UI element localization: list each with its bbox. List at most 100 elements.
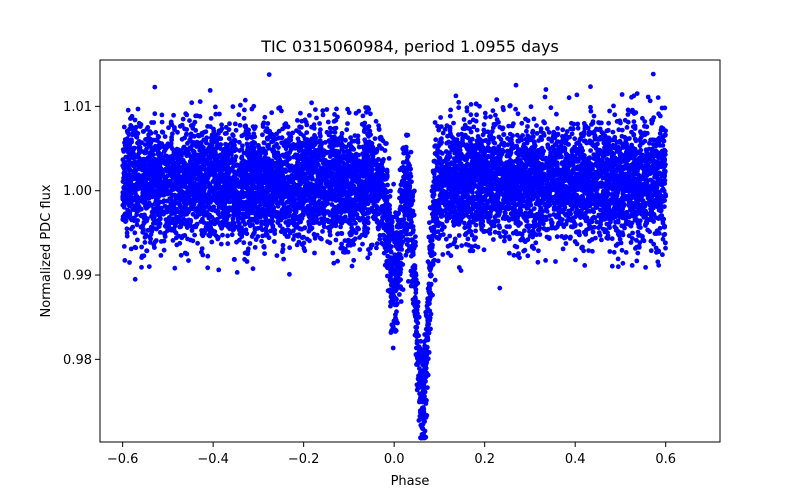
- data-point: [541, 221, 546, 227]
- data-point: [159, 119, 165, 125]
- data-point: [594, 219, 600, 225]
- data-point: [192, 232, 198, 238]
- data-point: [459, 243, 465, 249]
- data-point: [352, 133, 358, 139]
- data-point: [560, 127, 566, 133]
- data-point: [267, 205, 273, 210]
- data-point: [474, 127, 480, 133]
- data-point: [606, 120, 611, 126]
- data-point: [260, 124, 266, 129]
- data-point: [187, 118, 192, 123]
- data-point: [130, 224, 136, 230]
- data-point: [317, 121, 322, 126]
- data-point: [241, 240, 247, 246]
- data-point: [249, 234, 255, 239]
- data-point: [663, 245, 668, 251]
- data-point: [274, 253, 280, 258]
- data-point: [542, 94, 548, 100]
- data-point: [637, 240, 643, 246]
- data-point: [139, 244, 145, 250]
- data-point: [240, 143, 245, 149]
- data-point: [592, 134, 598, 140]
- data-point: [124, 226, 130, 232]
- data-point: [167, 220, 173, 226]
- data-point: [266, 72, 272, 77]
- data-point: [178, 252, 184, 258]
- data-point: [139, 264, 144, 270]
- data-point: [482, 129, 487, 135]
- data-point: [265, 121, 271, 126]
- data-point: [554, 111, 559, 117]
- data-point: [161, 247, 167, 253]
- data-point: [660, 143, 666, 148]
- data-point: [343, 137, 348, 143]
- data-point: [244, 231, 250, 237]
- data-point: [262, 114, 268, 120]
- data-point: [285, 124, 291, 130]
- data-point: [152, 111, 158, 117]
- data-point: [524, 128, 529, 134]
- data-point: [578, 222, 583, 228]
- data-point: [374, 245, 379, 251]
- data-point: [615, 256, 621, 262]
- data-point: [282, 122, 288, 127]
- data-point: [607, 249, 613, 254]
- data-point: [564, 129, 570, 134]
- data-point: [645, 227, 651, 233]
- data-point: [640, 115, 645, 121]
- data-point: [205, 265, 211, 271]
- data-point: [506, 123, 512, 129]
- data-point: [416, 418, 422, 423]
- data-point: [172, 265, 178, 271]
- data-point: [610, 178, 616, 184]
- data-point: [464, 108, 470, 114]
- data-point: [390, 267, 396, 273]
- data-point: [522, 228, 527, 234]
- data-point: [433, 137, 439, 143]
- data-point: [242, 123, 248, 129]
- data-point: [344, 127, 350, 133]
- data-point: [497, 285, 503, 291]
- data-point: [225, 233, 231, 239]
- data-point: [650, 71, 656, 77]
- data-point: [625, 119, 631, 125]
- data-point: [230, 133, 236, 139]
- data-point: [524, 223, 530, 229]
- data-point: [574, 92, 580, 98]
- data-point: [333, 125, 339, 131]
- data-point: [575, 121, 581, 127]
- data-point: [534, 123, 539, 128]
- data-point: [530, 130, 535, 136]
- data-point: [511, 252, 517, 258]
- data-point: [185, 236, 190, 242]
- data-point: [299, 125, 304, 130]
- data-point: [325, 119, 331, 125]
- data-point: [263, 226, 269, 232]
- data-point: [630, 230, 635, 236]
- data-point: [590, 120, 596, 126]
- data-point: [650, 179, 655, 184]
- data-point: [588, 148, 593, 154]
- data-point: [172, 127, 177, 132]
- data-point: [261, 140, 267, 146]
- data-point: [174, 242, 180, 248]
- data-point: [193, 127, 199, 133]
- data-point: [237, 148, 243, 154]
- data-point: [425, 385, 430, 390]
- data-point: [473, 235, 478, 241]
- data-point: [276, 145, 281, 151]
- data-point: [436, 144, 441, 149]
- data-point: [290, 213, 296, 219]
- data-point: [654, 153, 660, 159]
- data-point: [397, 292, 402, 297]
- data-point: [204, 135, 210, 141]
- data-point: [547, 213, 552, 219]
- data-point: [528, 104, 534, 110]
- data-point: [452, 236, 458, 242]
- data-point: [546, 130, 552, 135]
- data-point: [216, 267, 222, 273]
- data-point: [544, 209, 550, 214]
- data-point: [296, 239, 302, 245]
- data-point: [468, 112, 474, 118]
